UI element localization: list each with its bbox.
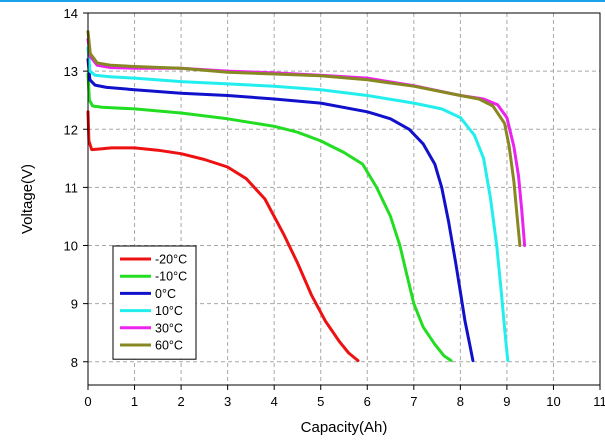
y-tick-label: 10 [64,239,78,254]
legend-label-1: -10°C [155,270,187,284]
x-tick-label: 1 [131,394,138,409]
legend-label-2: 0°C [155,287,176,301]
x-tick-label: 4 [271,394,278,409]
y-axis-title: Voltage(V) [19,164,36,234]
legend-label-5: 60°C [155,339,183,353]
plot-frame [87,12,601,386]
legend-box [112,245,197,360]
x-tick-label: 0 [84,394,91,409]
y-tick-label: 11 [65,180,79,195]
x-tick-label: 5 [317,394,324,409]
x-tick-label: 10 [546,394,560,409]
series-line-1 [86,72,453,363]
y-tick-label: 12 [64,122,78,137]
legend-label-3: 10°C [155,304,183,318]
x-tick-label: 6 [364,394,371,409]
x-tick-label: 11 [593,394,605,409]
series-line-5 [86,30,522,247]
x-tick-label: 8 [457,394,464,409]
y-tick-label: 14 [64,6,78,21]
series-line-0 [86,110,360,363]
y-tick-label: 9 [71,297,78,312]
series-line-2 [86,58,475,363]
x-tick-label: 2 [177,394,184,409]
legend-label-0: -20°C [155,253,187,267]
legend: -20°C -10°C 0°C 10°C 30°C 60°C [112,245,197,360]
series-line-4 [86,37,527,247]
y-tick-label: 8 [71,355,78,370]
series-line-3 [86,46,510,363]
x-tick-label: 7 [410,394,417,409]
x-tick-label: 3 [224,394,231,409]
series-lines [86,30,527,363]
y-tick-label: 13 [64,64,78,79]
legend-label-4: 30°C [155,321,183,335]
x-tick-label: 9 [503,394,510,409]
x-axis-title: Capacity(Ah) [301,419,388,436]
